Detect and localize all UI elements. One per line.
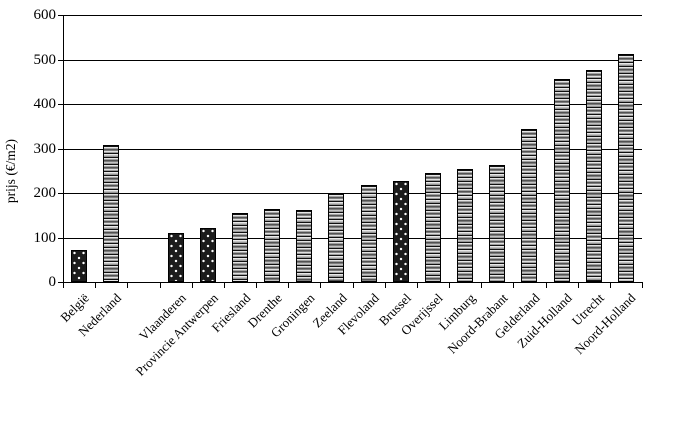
x-axis-tick <box>513 283 515 288</box>
gridline <box>63 237 642 239</box>
y-axis-tick <box>58 148 63 150</box>
x-axis-tick <box>63 283 64 288</box>
y-axis-title: prijs (€/m2) <box>3 138 18 204</box>
bar-Gelderland <box>521 128 538 282</box>
gridline <box>63 15 642 16</box>
bar-Zuid-Holland <box>553 78 570 282</box>
bar-Drenthe <box>264 209 281 282</box>
bar-Overijssel <box>424 172 441 282</box>
y-tick-label: 300 <box>33 140 57 157</box>
x-axis-tick <box>127 283 129 288</box>
bar-Limburg <box>457 168 474 282</box>
bar-Vlaanderen <box>167 232 184 282</box>
bar-België <box>71 249 88 282</box>
bar-Noord-Brabant <box>489 164 506 282</box>
x-axis-tick <box>609 283 611 288</box>
y-axis-tick <box>58 282 63 283</box>
y-tick-label: 500 <box>33 51 57 68</box>
x-axis-tick <box>449 283 450 288</box>
y-tick-label: 100 <box>33 229 57 246</box>
x-axis-tick <box>545 283 547 288</box>
x-axis-tick <box>223 283 225 288</box>
x-axis-tick <box>288 283 290 288</box>
x-axis-tick <box>481 283 483 288</box>
y-tick-label: 0 <box>48 274 57 290</box>
gridline <box>63 148 642 150</box>
x-axis-tick <box>159 283 161 288</box>
bar-Noord-Holland <box>617 53 634 282</box>
bar-Groningen <box>296 210 313 282</box>
bar-Friesland <box>231 213 248 282</box>
y-axis-tick <box>58 59 63 61</box>
bar-Zeeland <box>328 192 345 282</box>
x-axis-tick <box>191 283 193 288</box>
y-axis-tick <box>58 237 63 239</box>
x-axis-tick <box>642 283 643 288</box>
gridline <box>63 59 642 61</box>
bar-Brussel <box>392 181 409 282</box>
y-axis-tick <box>58 15 63 16</box>
x-axis-tick <box>320 283 322 288</box>
y-tick-label: 200 <box>33 185 57 201</box>
x-axis-tick <box>384 283 386 288</box>
y-tick-label: 400 <box>33 96 57 112</box>
bar-Flevoland <box>360 184 377 282</box>
bar-Nederland <box>103 145 120 282</box>
y-axis-tick <box>58 193 63 194</box>
y-axis-tick <box>58 104 63 105</box>
gridline <box>63 104 642 105</box>
x-axis-tick <box>416 283 418 288</box>
x-axis-tick <box>352 283 354 288</box>
bar-Utrecht <box>585 70 602 282</box>
x-axis-tick <box>577 283 579 288</box>
gridline <box>63 193 642 194</box>
x-axis-tick <box>256 283 257 288</box>
y-tick-label: 600 <box>33 7 57 23</box>
x-axis-tick <box>95 283 97 288</box>
bar-Provincie Antwerpen <box>199 228 216 282</box>
